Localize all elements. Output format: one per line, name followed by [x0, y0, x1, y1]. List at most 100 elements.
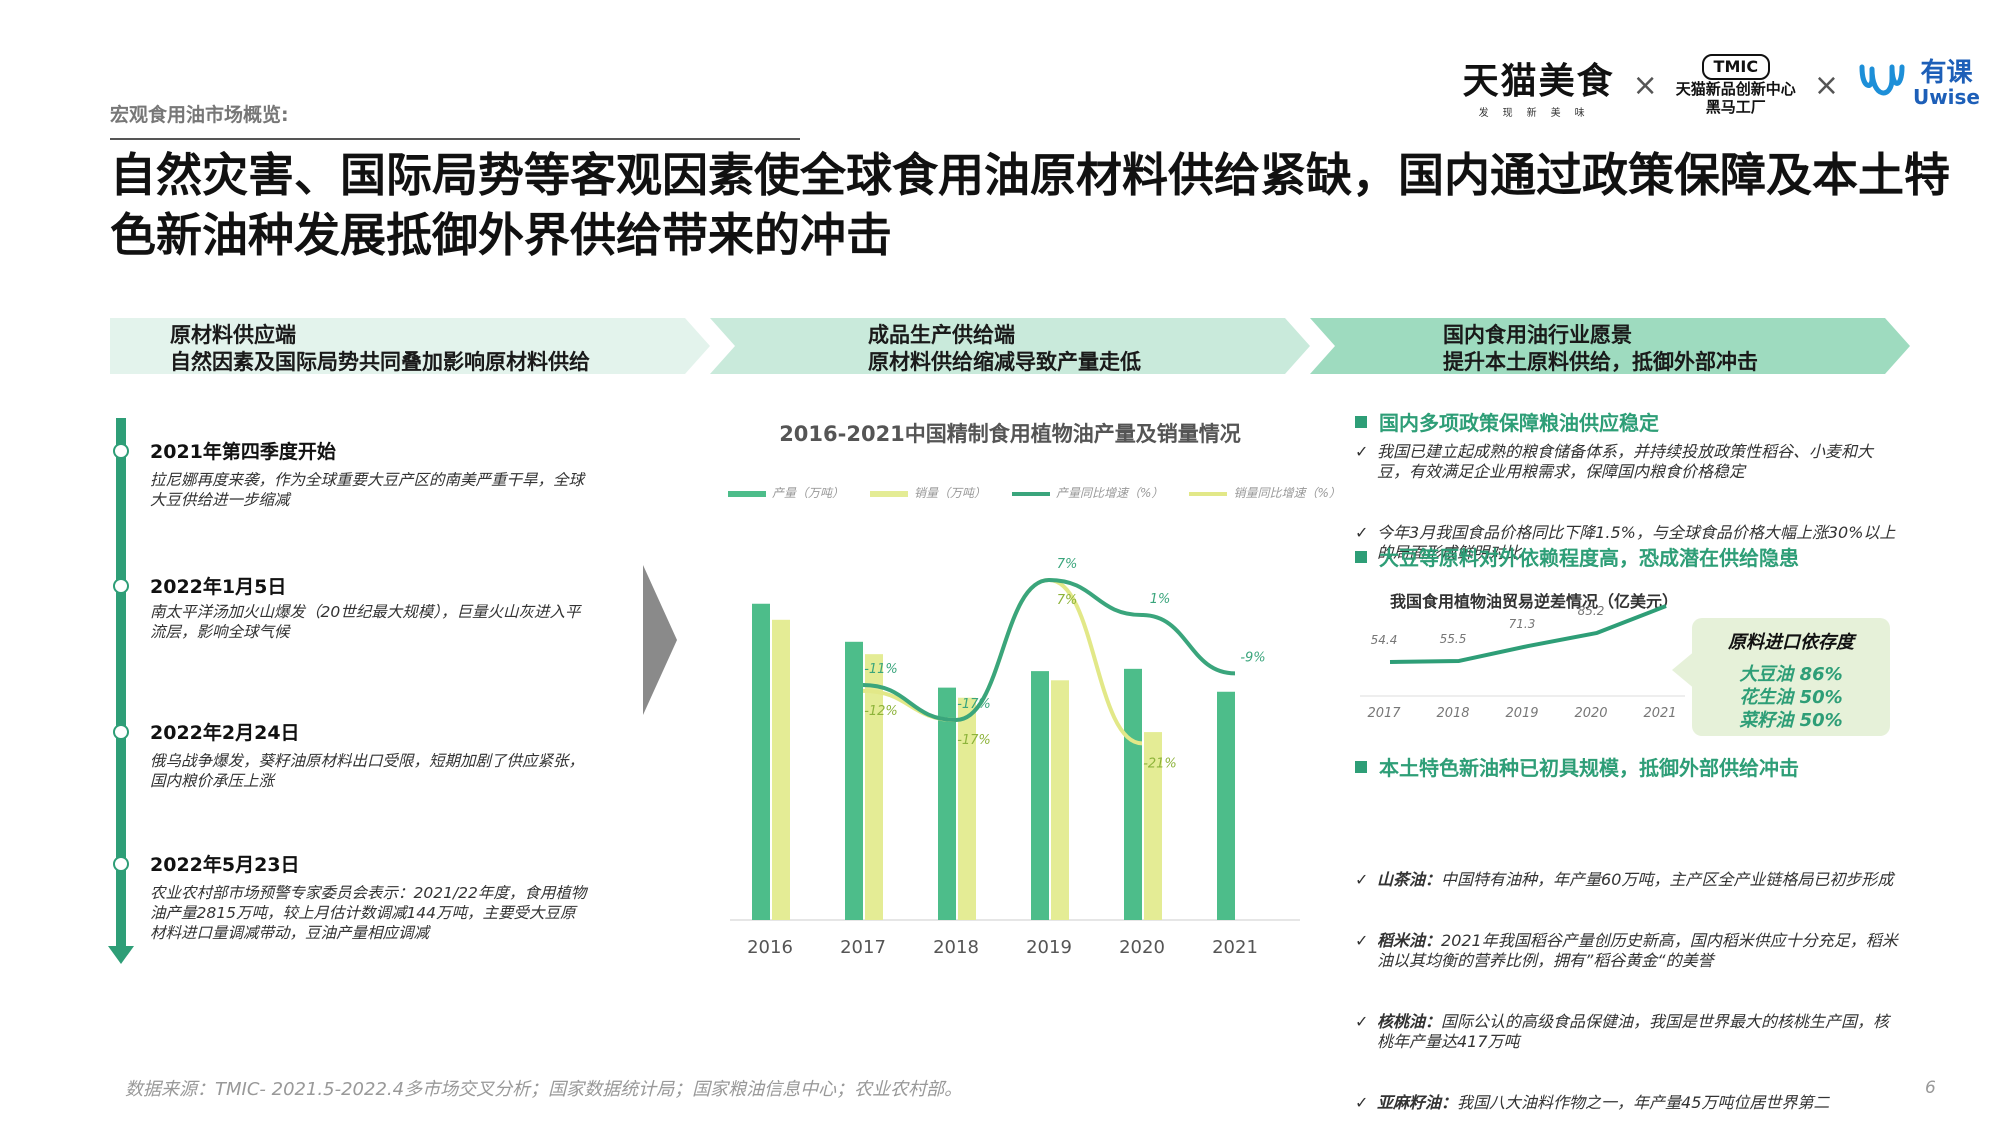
logo-separator: ×: [1632, 67, 1658, 103]
production-bar: [1031, 671, 1049, 920]
banner-1-title: 原材料供应端: [170, 323, 296, 347]
legend-label: 销量同比增速（%）: [1233, 486, 1341, 500]
trade-deficit-chart: 54.4201755.5201871.3201985.22020113.7202…: [1360, 604, 1685, 721]
trade-deficit-chart-title: 我国食用植物油贸易逆差情况（亿美元）: [1390, 592, 1679, 611]
banner-1-shape: [110, 318, 710, 374]
legend-item: 销量同比增速（%）: [1189, 484, 1341, 501]
production-growth-line-label: -11%: [864, 662, 898, 677]
sales-growth-line-label: -21%: [1143, 756, 1177, 771]
x-tick-label: 2021: [1212, 937, 1258, 958]
timeline-arrow-icon: [108, 946, 134, 964]
banner-3-title: 国内食用油行业愿景: [1443, 323, 1632, 347]
legend-item: 产量同比增速（%）: [1012, 484, 1163, 501]
timeline-date: 2022年1月5日: [150, 576, 287, 598]
mini-tick-label: 2019: [1505, 706, 1538, 721]
legend-label: 销量（万吨）: [914, 486, 987, 500]
timeline-desc: 拉尼娜再度来袭，作为全球重要大豆产区的南美严重干旱，全球大豆供给进一步缩减: [150, 471, 585, 509]
callout-peanut: 花生油 50%: [1739, 687, 1843, 708]
banner-3-subtitle: 提升本土原料供给，抵御外部冲击: [1443, 350, 1758, 374]
mini-tick-label: 2020: [1574, 706, 1607, 721]
tmall-food-logo-text: 天猫美食: [1462, 60, 1615, 102]
uwise-cn: 有课: [1920, 58, 1973, 88]
new-oil-heading-text: 本土特色新油种已初具规模，抵御外部供给冲击: [1379, 756, 1799, 780]
timeline-dot: [113, 443, 129, 459]
page-title: 自然灾害、国际局势等客观因素使全球食用油原材料供给紧缺，国内通过政策保障及本土特…: [110, 148, 1950, 262]
uwise-en: Uwise: [1912, 85, 1980, 109]
oil-item-text: 中国特有油种，年产量60万吨，主产区全产业链格局已初步形成: [1441, 870, 1894, 889]
production-bar: [938, 687, 956, 920]
legend-label: 产量（万吨）: [772, 486, 845, 500]
legend-item: 销量（万吨）: [870, 484, 986, 501]
sales-growth-line-label: -17%: [957, 733, 991, 748]
data-source-note: 数据来源：TMIC- 2021.5-2022.4多市场交叉分析；国家数据统计局；…: [125, 1079, 963, 1100]
partner-logos: 天猫美食 发现新美味 × TMIC 天猫新品创新中心 黑马工厂 × 有课 Uwi…: [1463, 50, 1980, 120]
oil-item-name: 亚麻籽油：: [1377, 1093, 1458, 1112]
sales-bar: [958, 697, 976, 920]
check-icon: ✓: [1355, 1012, 1369, 1031]
production-sales-chart: 2016 2017 2018 2019 2020 2021 -12% -17% 7% -21% -1…: [730, 557, 1300, 958]
policy-item: ✓ 今年3月我国食品价格同比下降1.5%，与全球食品价格大幅上涨30%以上的局面形…: [1355, 523, 1902, 563]
banner-3-text: 国内食用油行业愿景 提升本土原料供给，抵御外部冲击: [1443, 322, 1758, 376]
section-label: 宏观食用油市场概览:: [110, 104, 289, 126]
new-oil-heading: 本土特色新油种已初具规模，抵御外部供给冲击: [1355, 752, 1799, 781]
sales-growth-line: [862, 577, 1143, 746]
x-tick-label: 2018: [933, 937, 979, 958]
x-tick-label: 2020: [1119, 937, 1165, 958]
banner-2-subtitle: 原材料供给缩减导致产量走低: [868, 350, 1141, 374]
sales-growth-line-label: 7%: [1057, 593, 1078, 608]
oil-item-text: 我国八大油料作物之一，年产量45万吨位居世界第二: [1457, 1093, 1830, 1112]
timeline-desc: 农业农村部市场预警专家委员会表示：2021/22年度，食用植物油产量2815万吨…: [150, 884, 587, 942]
timeline-bar: [116, 418, 126, 948]
banner-1-subtitle: 自然因素及国际局势共同叠加影响原材料供给: [170, 350, 590, 374]
timeline-desc: 俄乌战争爆发，葵籽油原材料出口受限，短期加剧了供应紧张，国内粮价承压上涨: [150, 752, 585, 790]
check-icon: ✓: [1355, 442, 1369, 461]
banner-2-shape: [710, 318, 1310, 374]
policy-heading: 国内多项政策保障粮油供应稳定: [1355, 407, 1659, 436]
uwise-wave-icon: [1859, 64, 1905, 96]
callout-pointer-icon: [1672, 650, 1696, 690]
uwise-logo: 有课 Uwise: [1857, 59, 1980, 111]
policy-item: ✓ 我国已建立起成熟的粮食储备体系，并持续投放政策性稻谷、小麦和大豆，有效满足企业…: [1355, 442, 1902, 482]
x-tick-label: 2017: [840, 937, 886, 958]
mini-value-label: 71.3: [1509, 617, 1536, 631]
mini-tick-label: 2017: [1367, 706, 1401, 721]
production-bar: [1217, 691, 1235, 920]
legend-item: 产量（万吨）: [728, 484, 844, 501]
oil-item: ✓ 山茶油：中国特有油种，年产量60万吨，主产区全产业链格局已初步形成: [1355, 870, 1902, 890]
oil-item: ✓ 核桃油：国际公认的高级食品保健油，我国是世界最大的核桃生产国，核桃年产量达41…: [1355, 1012, 1902, 1052]
sales-bar: [1144, 732, 1162, 920]
page-number: 6: [1925, 1078, 1936, 1098]
policy-item-text: 今年3月我国食品价格同比下降1.5%，与全球食品价格大幅上涨30%以上的局面形成…: [1377, 523, 1896, 562]
tmall-food-logo: 天猫美食 发现新美味: [1463, 52, 1615, 119]
oil-item-text: 国际公认的高级食品保健油，我国是世界最大的核桃生产国，核桃年产量达417万吨: [1377, 1012, 1890, 1051]
sales-growth-line-label: -12%: [864, 704, 898, 719]
callout-title: 原料进口依存度: [1728, 632, 1854, 653]
title-divider: [110, 138, 800, 140]
timeline-date: 2022年2月24日: [150, 722, 300, 744]
tmic-badge: TMIC: [1701, 54, 1771, 80]
timeline-dot: [113, 856, 129, 872]
production-growth-line-label: -17%: [957, 697, 991, 712]
production-growth-line-label: 7%: [1057, 557, 1078, 572]
oil-item-name: 核桃油：: [1377, 1012, 1442, 1031]
oil-item-text: 2021年我国稻谷产量创历史新高，国内稻米供应十分充足，稻米油以其均衡的营养比例…: [1377, 931, 1898, 970]
banner-2-title: 成品生产供给端: [868, 323, 1015, 347]
oil-item-name: 稻米油：: [1377, 931, 1442, 950]
banner-chevrons: [110, 318, 1910, 374]
mini-value-label: 85.2: [1578, 604, 1605, 618]
x-tick-label: 2016: [747, 937, 793, 958]
import-dependency-callout: 原料进口依存度 大豆油 86% 花生油 50% 菜籽油 50%: [1692, 618, 1890, 736]
timeline-dot: [113, 724, 129, 740]
trade-deficit-line: [1389, 604, 1667, 664]
check-icon: ✓: [1355, 870, 1369, 889]
banner-2-text: 成品生产供给端 原材料供给缩减导致产量走低: [868, 322, 1141, 376]
timeline-date: 2021年第四季度开始: [150, 441, 336, 463]
x-tick-label: 2019: [1026, 937, 1072, 958]
timeline-desc: 南太平洋汤加火山爆发（20世纪最大规模），巨量火山灰进入平流层，影响全球气候: [150, 603, 581, 641]
oil-item-name: 山茶油：: [1377, 870, 1442, 889]
check-icon: ✓: [1355, 1093, 1369, 1112]
tmic-line2: 黑马工厂: [1705, 98, 1766, 116]
chart-legend: 产量（万吨） 销量（万吨） 产量同比增速（%） 销量同比增速（%）: [728, 484, 1341, 501]
mini-value-label: 55.5: [1440, 632, 1467, 646]
mini-tick-label: 2018: [1436, 706, 1469, 721]
